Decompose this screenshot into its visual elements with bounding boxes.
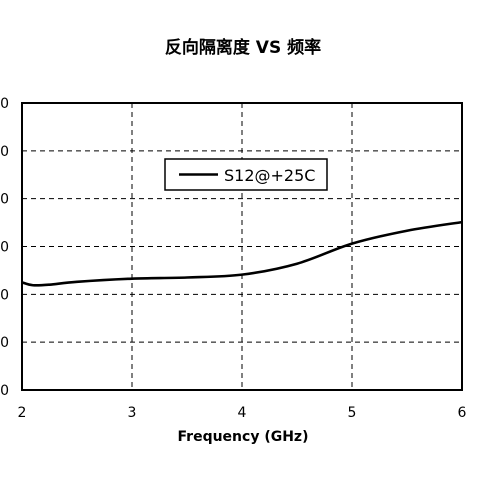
- y-tick-label: 0: [0, 192, 9, 208]
- x-axis-label: Frequency (GHz): [178, 429, 309, 445]
- y-tick-label: 0: [0, 335, 9, 351]
- legend-label: S12@+25C: [224, 166, 315, 185]
- y-tick-label: 0: [0, 383, 9, 399]
- x-tick-label: 5: [348, 405, 357, 421]
- x-tick-label: 4: [238, 405, 247, 421]
- y-tick-label: 0: [0, 287, 9, 303]
- x-tick-label: 6: [458, 405, 467, 421]
- legend: S12@+25C: [164, 158, 328, 191]
- y-tick-label: 0: [0, 240, 9, 256]
- y-tick-labels: 0 0 0 0 0 0 0: [0, 96, 9, 399]
- plot-frame: [21, 102, 463, 391]
- y-tick-label: 0: [0, 96, 9, 112]
- x-tick-labels: 2 3 4 5 6: [18, 405, 467, 421]
- x-tick-label: 2: [18, 405, 27, 421]
- y-tick-label: 0: [0, 144, 9, 160]
- legend-box: [164, 158, 328, 191]
- x-tick-label: 3: [128, 405, 137, 421]
- series-line: [21, 220, 463, 287]
- chart-title: 反向隔离度 VS 频率: [165, 37, 321, 58]
- grid: [22, 103, 462, 390]
- series-lines: [21, 220, 463, 287]
